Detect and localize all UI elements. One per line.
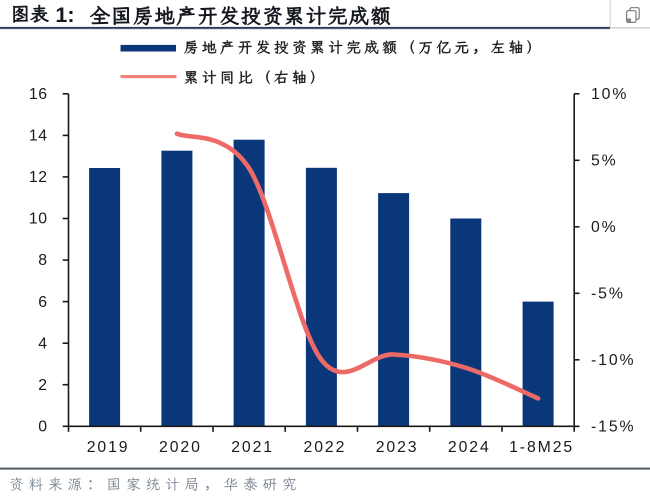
svg-text:2021: 2021	[231, 439, 274, 456]
svg-text:0%: 0%	[591, 219, 618, 236]
svg-text:-10%: -10%	[591, 352, 635, 369]
svg-text:12: 12	[29, 169, 48, 186]
svg-text:2023: 2023	[376, 439, 419, 456]
svg-text:5%: 5%	[591, 153, 618, 170]
svg-text:10: 10	[29, 211, 48, 228]
svg-text:4: 4	[38, 335, 47, 352]
svg-text:2019: 2019	[87, 439, 130, 456]
svg-text:0: 0	[38, 419, 47, 436]
svg-text:2: 2	[38, 377, 47, 394]
svg-text:8: 8	[38, 252, 47, 269]
svg-text:1-8M25: 1-8M25	[509, 439, 574, 456]
svg-text:16: 16	[29, 86, 48, 103]
svg-text:-15%: -15%	[591, 419, 635, 436]
svg-text:6: 6	[38, 294, 47, 311]
svg-text:14: 14	[29, 128, 48, 145]
svg-text:10%: 10%	[591, 86, 628, 103]
svg-text:2024: 2024	[448, 439, 491, 456]
svg-text:2022: 2022	[304, 439, 347, 456]
svg-text:-5%: -5%	[591, 286, 625, 303]
svg-text:2020: 2020	[159, 439, 202, 456]
svg-text:1:: 1:	[55, 3, 74, 27]
